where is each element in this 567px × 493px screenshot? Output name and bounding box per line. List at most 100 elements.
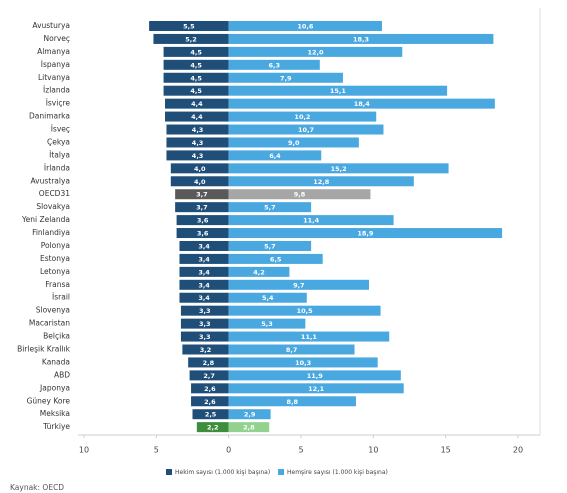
- x-tick-label: 20: [513, 446, 523, 455]
- value-label: 3,6: [197, 230, 209, 238]
- value-label: 4,0: [194, 178, 206, 186]
- value-label: 11,9: [307, 372, 324, 380]
- bar: [228, 137, 359, 148]
- value-label: 4,2: [253, 268, 265, 276]
- value-label: 3,4: [198, 242, 210, 250]
- category-label: Fransa: [45, 280, 70, 289]
- bar: [175, 202, 229, 213]
- category-label: Kanada: [42, 357, 70, 366]
- value-label: 7,9: [280, 74, 292, 82]
- value-label: 3,3: [199, 320, 211, 328]
- value-label: 3,4: [198, 268, 210, 276]
- value-label: 10,5: [297, 307, 314, 315]
- bar: [228, 240, 312, 251]
- category-label: Slovakya: [36, 202, 70, 211]
- value-label: 2,6: [204, 385, 216, 393]
- value-label: 4,5: [190, 87, 202, 95]
- bar: [165, 111, 229, 122]
- category-label: İrlanda: [44, 163, 70, 172]
- legend-swatch: [278, 469, 284, 475]
- category-label: İsrail: [52, 293, 70, 302]
- category-label: OECD31: [39, 189, 70, 198]
- bar: [228, 357, 378, 368]
- bar: [228, 409, 271, 420]
- value-label: 3,4: [198, 281, 210, 289]
- bar: [228, 422, 270, 433]
- bar: [228, 21, 383, 31]
- bar: [228, 228, 503, 239]
- bar: [228, 266, 290, 277]
- value-label: 4,5: [190, 74, 202, 82]
- value-label: 18,4: [354, 100, 371, 108]
- category-label: İsviçre: [46, 99, 71, 108]
- value-label: 2,2: [207, 424, 219, 432]
- category-label: Danimarka: [29, 112, 70, 121]
- bar: [228, 292, 307, 303]
- bar: [228, 344, 355, 355]
- value-label: 3,3: [199, 333, 211, 341]
- bar: [228, 98, 495, 109]
- value-label: 2,7: [203, 372, 215, 380]
- bar: [179, 279, 229, 290]
- bar: [170, 176, 229, 187]
- category-label: Polonya: [41, 241, 70, 250]
- category-label: İzlanda: [43, 86, 70, 95]
- value-label: 5,4: [262, 294, 274, 302]
- value-label: 4,3: [192, 152, 204, 160]
- bar: [228, 383, 404, 394]
- value-label: 4,0: [194, 165, 206, 173]
- category-label: Birleşik Krallık: [17, 345, 71, 354]
- category-label: Finlandiya: [32, 228, 70, 237]
- value-label: 2,8: [203, 359, 215, 367]
- bar: [163, 59, 229, 70]
- category-label: Türkiye: [42, 422, 70, 431]
- category-label: Almanya: [37, 47, 70, 56]
- bar: [228, 176, 414, 187]
- value-label: 3,7: [196, 191, 208, 199]
- legend-label: Hemşire sayısı (1.000 kişi başına): [287, 469, 388, 476]
- legend-swatch: [166, 469, 172, 475]
- bar: [228, 72, 343, 83]
- category-label: Meksika: [40, 409, 70, 418]
- category-label: İtalya: [49, 150, 70, 159]
- bar: [163, 46, 229, 57]
- x-tick-label: 10: [79, 446, 89, 455]
- category-label: Letonya: [40, 267, 70, 276]
- value-label: 3,2: [200, 346, 212, 354]
- value-label: 4,3: [192, 139, 204, 147]
- value-label: 2,5: [205, 411, 217, 419]
- x-tick-label: 15: [441, 446, 451, 455]
- category-label: Japonya: [39, 383, 70, 392]
- category-label: Norveç: [44, 34, 70, 43]
- value-label: 12,8: [313, 178, 330, 186]
- bar: [179, 253, 229, 264]
- value-label: 15,1: [330, 87, 347, 95]
- bar: [179, 240, 229, 251]
- value-label: 10,6: [297, 23, 314, 31]
- value-label: 6,5: [270, 255, 282, 263]
- value-label: 5,2: [185, 35, 197, 43]
- category-label: İspanya: [41, 60, 70, 69]
- bar: [228, 318, 306, 329]
- category-label: Avustralya: [30, 176, 70, 185]
- bar: [228, 111, 377, 122]
- bar: [228, 124, 384, 135]
- bar: [166, 124, 229, 135]
- category-label: Belçika: [43, 332, 70, 341]
- value-label: 11,4: [303, 217, 320, 225]
- legend-label: Hekim sayısı (1.000 kişi başına): [175, 469, 270, 476]
- value-label: 5,5: [183, 23, 195, 31]
- bar: [228, 189, 371, 200]
- bar: [228, 215, 394, 226]
- value-label: 3,4: [198, 294, 210, 302]
- bar: [228, 163, 449, 174]
- bar: [165, 98, 229, 109]
- value-label: 5,7: [264, 242, 276, 250]
- value-label: 4,4: [191, 100, 203, 108]
- value-label: 9,7: [293, 281, 305, 289]
- value-label: 18,9: [357, 230, 374, 238]
- category-label: Avusturya: [32, 21, 70, 30]
- bar: [163, 72, 229, 83]
- bar: [166, 137, 229, 148]
- value-label: 2,8: [243, 424, 255, 432]
